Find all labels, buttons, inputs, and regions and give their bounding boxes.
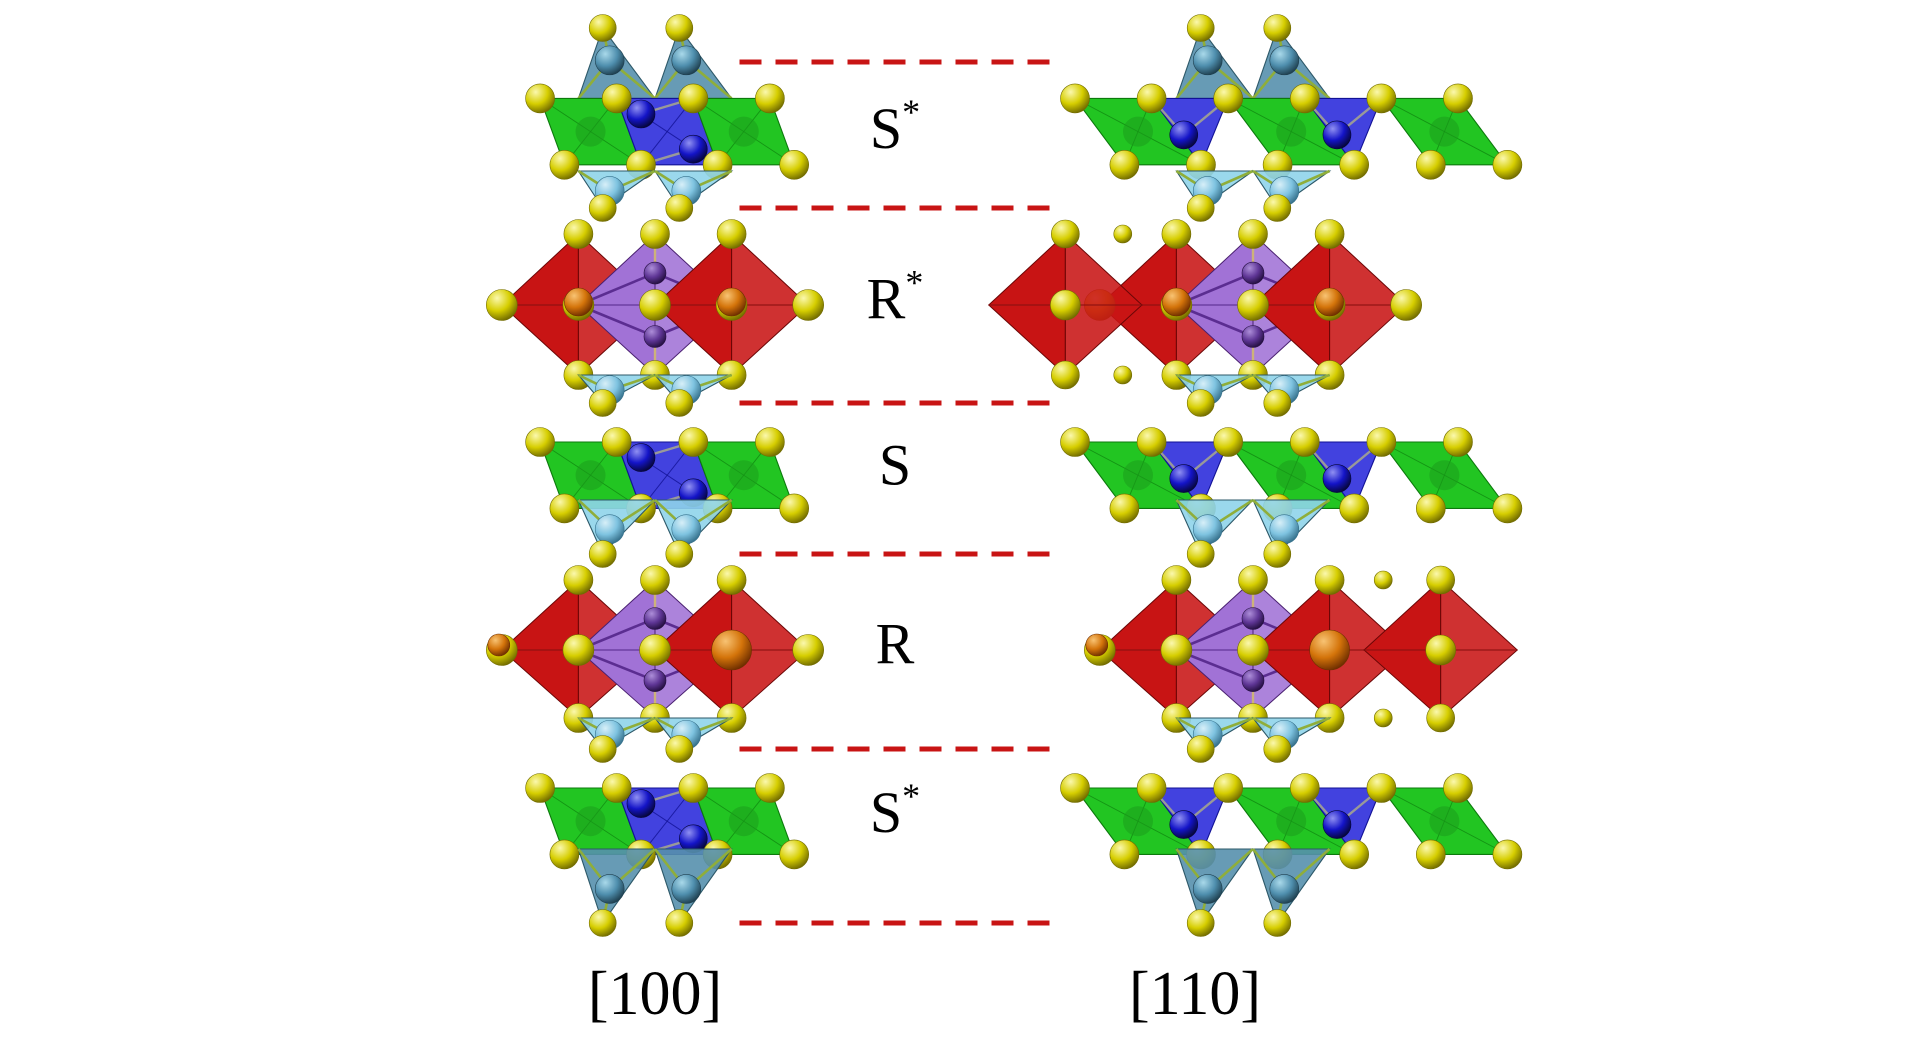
svg-text:R: R	[876, 611, 915, 676]
svg-text:[110]: [110]	[1129, 960, 1261, 1028]
svg-text:S: S	[879, 432, 911, 497]
svg-text:[100]: [100]	[588, 960, 722, 1028]
